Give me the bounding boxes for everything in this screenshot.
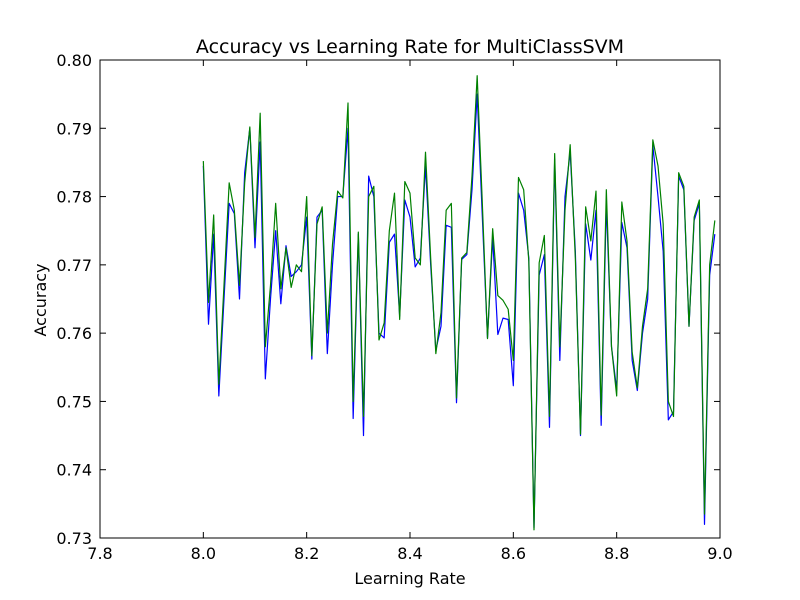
y-tick-label: 0.76 bbox=[56, 324, 92, 343]
y-tick-label: 0.75 bbox=[56, 392, 92, 411]
y-tick-label: 0.79 bbox=[56, 119, 92, 138]
x-tick-label: 9.0 bbox=[707, 544, 732, 563]
y-axis-label: Accuracy bbox=[31, 263, 50, 336]
x-axis-label: Learning Rate bbox=[354, 569, 465, 588]
chart-title: Accuracy vs Learning Rate for MultiClass… bbox=[196, 36, 624, 58]
series-layer bbox=[202, 75, 716, 531]
y-tick-label: 0.77 bbox=[56, 256, 92, 275]
x-tick-label: 8.8 bbox=[604, 544, 629, 563]
series-line-1 bbox=[202, 93, 716, 529]
x-tick-label: 8.2 bbox=[294, 544, 319, 563]
tick-layer: 7.8 8.0 8.2 8.4 8.6 8.8 9.0 0.73 0.74 0.75 0.76 0.7… bbox=[56, 51, 732, 563]
x-tick-label: 8.0 bbox=[191, 544, 216, 563]
series-line-2 bbox=[202, 75, 716, 531]
y-tick-label: 0.78 bbox=[56, 188, 92, 207]
plot-frame bbox=[99, 59, 721, 539]
y-tick-label: 0.73 bbox=[56, 529, 92, 548]
x-tick-label: 7.8 bbox=[87, 544, 112, 563]
x-tick-label: 8.4 bbox=[397, 544, 422, 563]
x-tick-label: 8.6 bbox=[501, 544, 526, 563]
y-tick-label: 0.80 bbox=[56, 51, 92, 70]
y-tick-label: 0.74 bbox=[56, 461, 92, 480]
